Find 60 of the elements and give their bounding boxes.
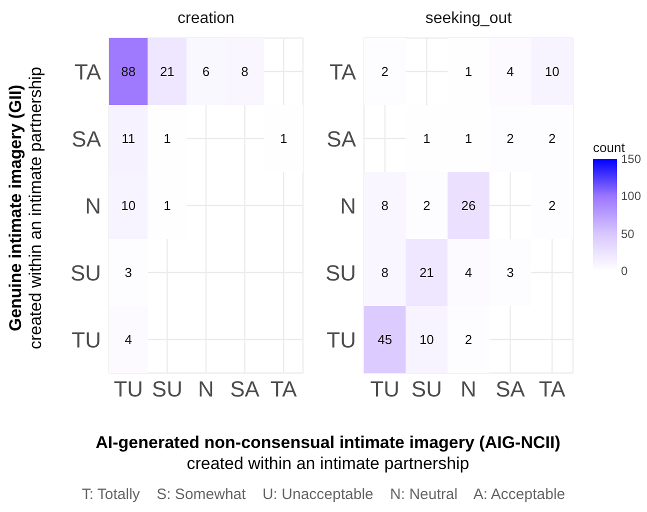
y-tick-label: SA xyxy=(72,126,102,152)
y-tick-label: TU xyxy=(72,327,101,352)
data-label: 21 xyxy=(160,64,174,79)
y-tick-label: SU xyxy=(70,260,101,286)
data-label: 1 xyxy=(423,131,430,146)
x-tick-label: N xyxy=(198,376,214,402)
y-axis-title: Genuine intimate imagery (GII) created within an intimate partnership xyxy=(6,66,46,352)
data-label: 1 xyxy=(164,131,171,146)
color-bar-label: 50 xyxy=(621,226,634,241)
data-label: 2 xyxy=(423,198,430,213)
data-label: 88 xyxy=(121,64,136,79)
color-bar-label: 150 xyxy=(621,152,642,166)
data-label: 4 xyxy=(506,64,514,79)
x-tick-label: TU xyxy=(114,376,144,402)
y-tick-label: TA xyxy=(330,59,356,84)
data-label: 10 xyxy=(121,198,136,213)
x-axis-title: AI-generated non-consensual intimate imagery (AIG-NCII) created within an intimate partnership xyxy=(94,432,562,474)
data-label: 45 xyxy=(378,332,392,347)
data-label: 2 xyxy=(464,332,472,347)
data-label: 3 xyxy=(506,265,514,280)
y-tick-label: SA xyxy=(326,126,356,152)
data-label: 8 xyxy=(381,198,389,213)
y-tick-label: N xyxy=(85,193,101,218)
y-tick-label: SU xyxy=(325,260,356,286)
y-tick-label: TA xyxy=(74,59,102,84)
color-bar-title: count xyxy=(593,140,625,155)
data-label: 2 xyxy=(381,64,389,79)
data-label: 2 xyxy=(548,131,556,146)
data-label: 3 xyxy=(124,265,132,280)
data-label: 2 xyxy=(548,198,556,213)
data-label: 10 xyxy=(419,332,434,347)
data-label: 4 xyxy=(124,332,132,347)
x-tick-label: SA xyxy=(230,376,260,402)
data-label: 1 xyxy=(280,131,288,146)
color-bar-label: 0 xyxy=(621,264,628,278)
data-label: 10 xyxy=(544,64,560,79)
text: T: Totally S: Somewhat U: Unacceptable N: Neutral A: Acceptable xyxy=(80,486,566,503)
x-tick-label: N xyxy=(460,376,476,402)
data-label: 1 xyxy=(464,64,472,79)
data-label: 8 xyxy=(241,64,248,79)
color-bar-label: 100 xyxy=(621,189,642,204)
data-label: 1 xyxy=(464,131,472,146)
y-tick-label: TU xyxy=(326,327,356,352)
x-tick-label: TA xyxy=(538,376,566,402)
chart-title: seeking_out xyxy=(424,10,513,28)
x-tick-label: SU xyxy=(411,376,442,402)
data-label: 4 xyxy=(464,265,472,280)
data-label: 26 xyxy=(461,198,476,213)
y-tick-label: N xyxy=(340,193,356,218)
x-tick-label: TU xyxy=(370,376,400,402)
data-label: 8 xyxy=(381,265,389,280)
x-tick-label: SU xyxy=(152,376,182,402)
data-label: 11 xyxy=(122,131,136,146)
data-label: 1 xyxy=(164,198,171,213)
x-tick-label: SA xyxy=(496,376,526,402)
data-label: 6 xyxy=(202,64,210,79)
x-tick-label: TA xyxy=(270,376,298,402)
data-label: 21 xyxy=(419,265,434,280)
data-label: 2 xyxy=(506,131,514,146)
chart-title: creation xyxy=(176,10,236,28)
